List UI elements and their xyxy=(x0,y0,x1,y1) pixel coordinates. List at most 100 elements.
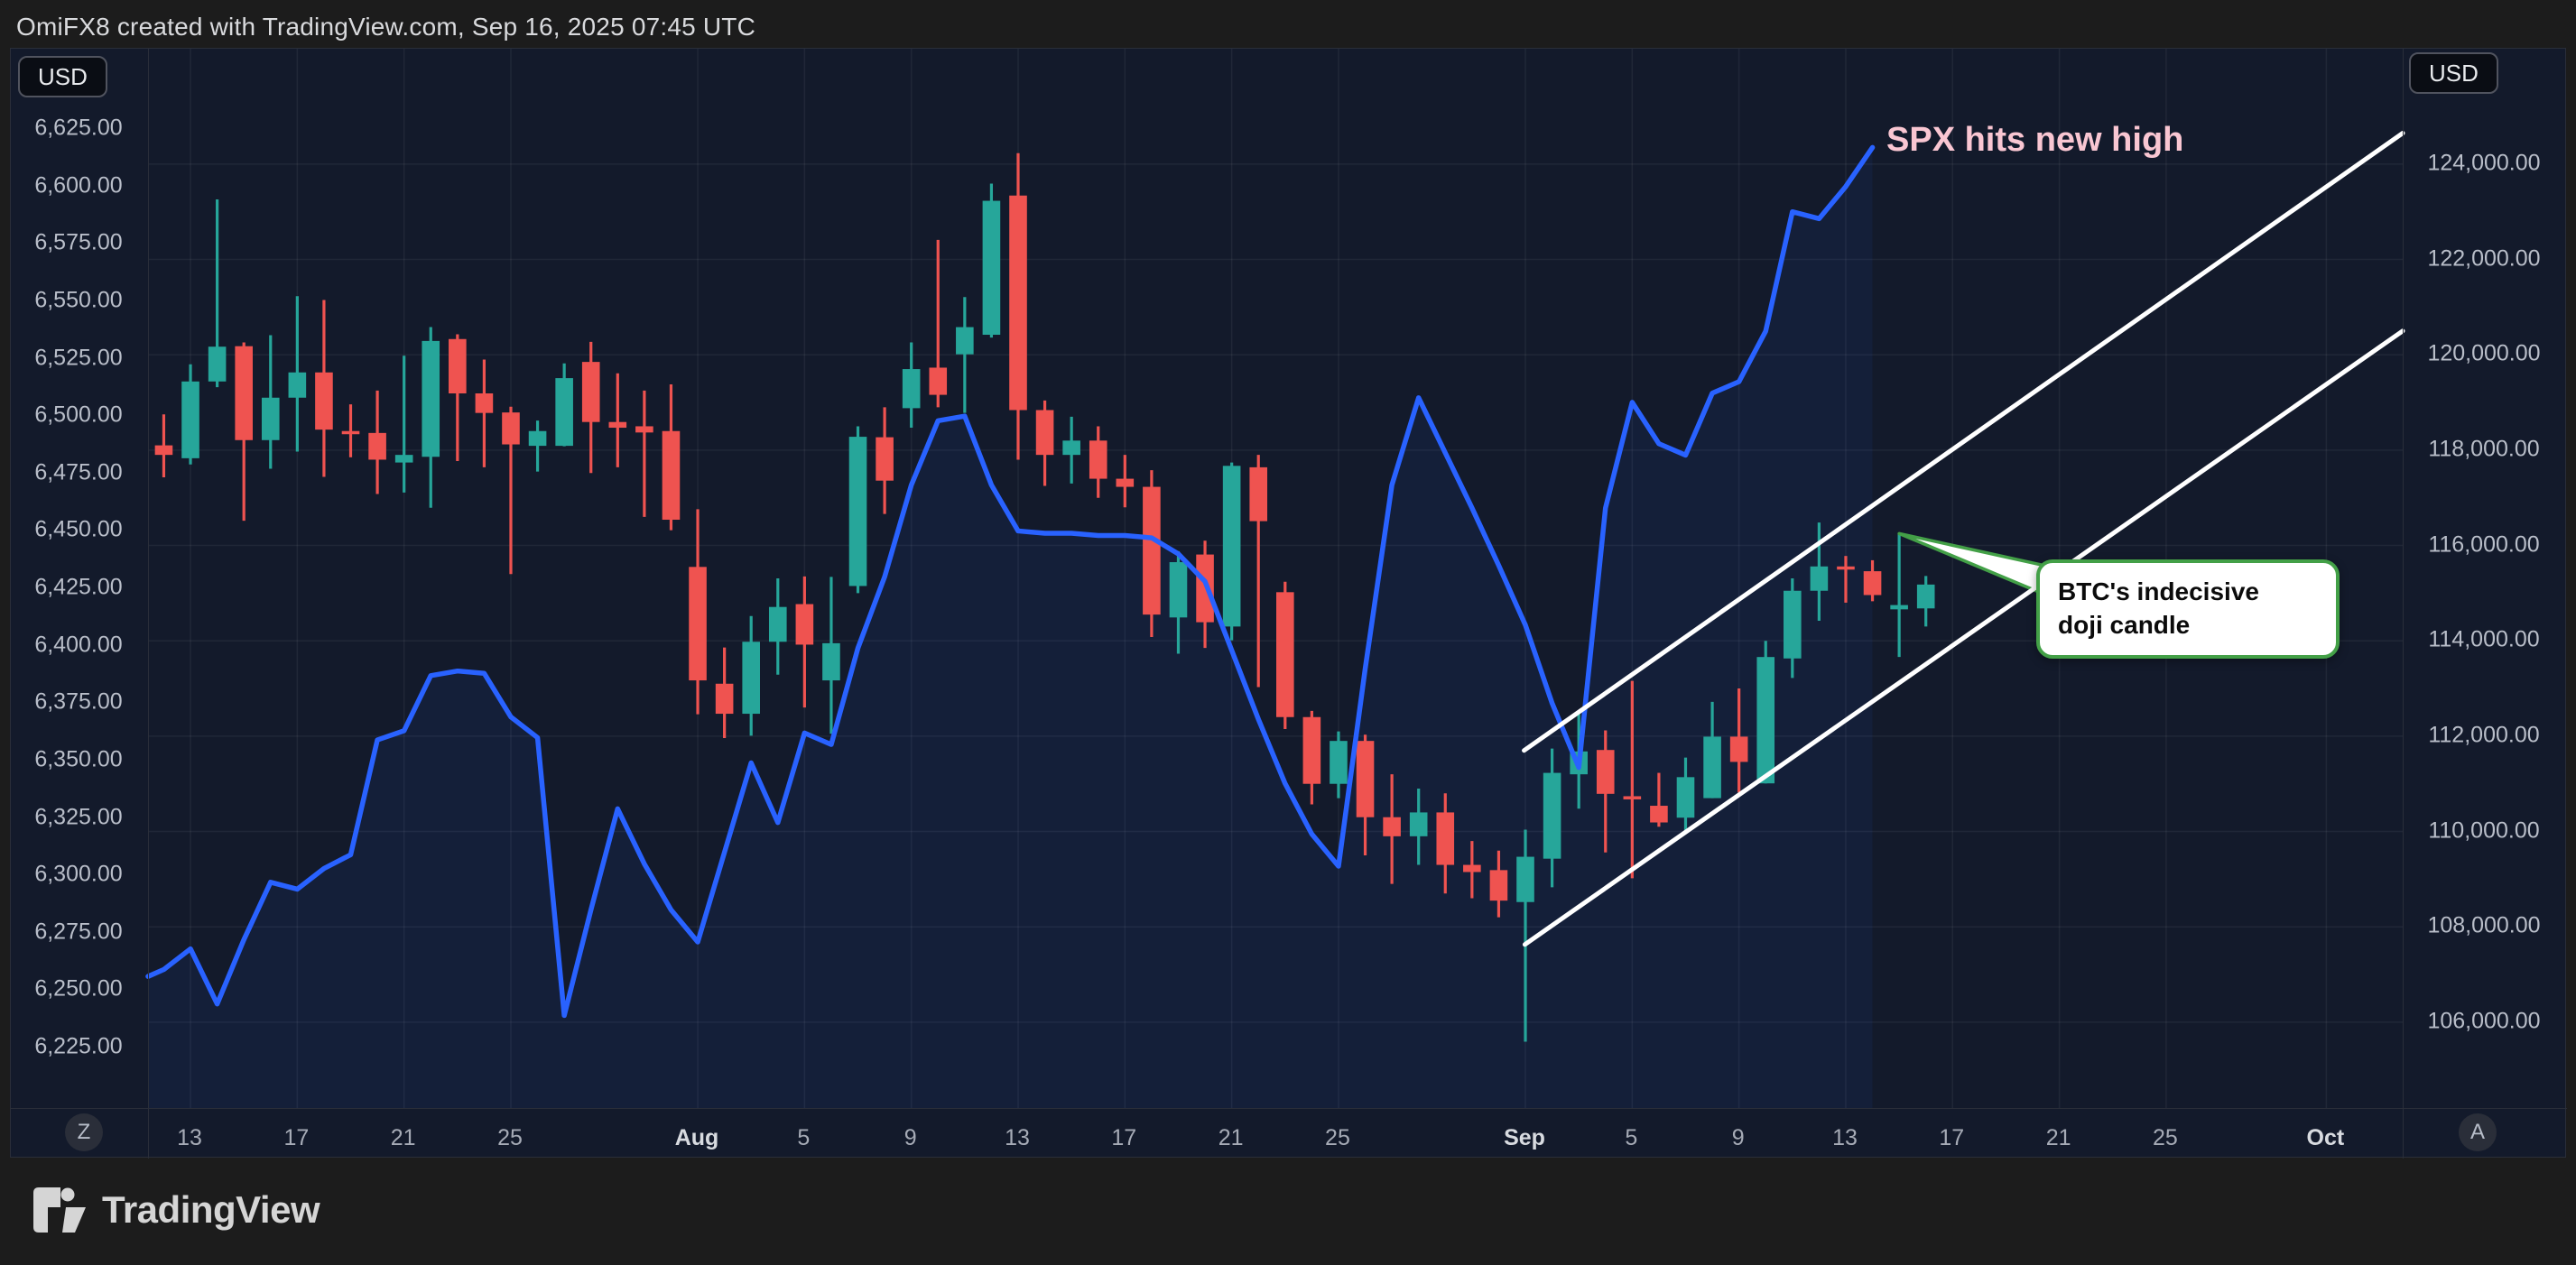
candle-body xyxy=(1436,812,1455,865)
candle-body xyxy=(208,346,227,382)
channel-line-upper[interactable] xyxy=(1522,131,2405,753)
time-axis-tick: Sep xyxy=(1504,1125,1545,1150)
time-axis-tick: 13 xyxy=(1832,1125,1858,1150)
timezone-button[interactable]: Z xyxy=(65,1113,103,1151)
left-axis-tick: 6,350.00 xyxy=(34,746,123,772)
time-axis-tick: Oct xyxy=(2306,1125,2345,1150)
candle-body xyxy=(1196,554,1214,623)
candle-body xyxy=(715,683,734,715)
candle-body xyxy=(315,372,333,430)
time-axis-tick: 25 xyxy=(2153,1125,2178,1150)
time-axis-tick: 9 xyxy=(903,1125,917,1150)
channel-line-lower[interactable] xyxy=(1522,328,2405,947)
time-axis-tick: Aug xyxy=(674,1125,719,1150)
left-axis-currency-button[interactable]: USD xyxy=(18,56,107,97)
time-axis-tick: 17 xyxy=(283,1125,310,1150)
candle-body xyxy=(1676,777,1695,818)
candle-body xyxy=(1623,796,1642,799)
tradingview-logo[interactable]: TradingView xyxy=(32,1186,320,1234)
candle-body xyxy=(261,397,280,440)
doji-callout-line1: BTC's indecisive xyxy=(2058,577,2259,605)
candle-body xyxy=(555,378,573,447)
time-axis-tick: 13 xyxy=(1005,1125,1030,1150)
left-axis-tick: 6,525.00 xyxy=(34,345,123,371)
time-axis-tick: 9 xyxy=(1731,1125,1745,1150)
doji-callout[interactable]: BTC's indecisive doji candle xyxy=(2036,559,2340,659)
candle-body xyxy=(1383,817,1401,836)
candle-body xyxy=(982,200,1001,336)
candle-body xyxy=(1489,870,1508,901)
candle-body xyxy=(876,437,894,481)
time-axis-tick: 5 xyxy=(1625,1125,1638,1150)
candle-body xyxy=(181,381,199,458)
time-axis-tick: 21 xyxy=(2045,1125,2071,1150)
right-axis-tick: 106,000.00 xyxy=(2427,1008,2541,1034)
candle-body xyxy=(368,432,386,460)
candle-body xyxy=(1729,736,1748,762)
left-axis-tick: 6,425.00 xyxy=(34,574,123,600)
left-axis-tick: 6,300.00 xyxy=(34,861,123,887)
left-axis-tick: 6,600.00 xyxy=(34,172,123,199)
left-axis-tick: 6,250.00 xyxy=(34,975,123,1002)
spx-line[interactable] xyxy=(145,144,1876,1019)
doji-callout-line2: doji candle xyxy=(2058,610,2191,639)
candle-body xyxy=(1302,716,1321,784)
candle-body xyxy=(1863,571,1882,596)
right-axis-tick: 122,000.00 xyxy=(2427,245,2541,272)
candle-body xyxy=(1756,657,1775,784)
time-axis-separator xyxy=(11,1108,2567,1109)
candle-body xyxy=(902,369,921,409)
time-axis-tick: 5 xyxy=(797,1125,811,1150)
right-axis-separator xyxy=(2403,49,2404,1159)
auto-scale-button[interactable]: A xyxy=(2459,1113,2497,1151)
candle-body xyxy=(1516,856,1534,902)
chart-title: OmiFX8 created with TradingView.com, Sep… xyxy=(16,13,756,41)
candle-body xyxy=(1222,466,1241,627)
candle-body xyxy=(1837,566,1855,570)
candle-body xyxy=(422,340,440,457)
price-chart-plot[interactable] xyxy=(11,49,2567,1159)
candle-body xyxy=(1275,592,1294,717)
right-axis-currency-button[interactable]: USD xyxy=(2409,52,2498,94)
candle-body xyxy=(822,642,840,681)
left-axis-tick: 6,400.00 xyxy=(34,632,123,658)
time-axis-tick: 21 xyxy=(1218,1125,1244,1150)
right-axis-tick: 116,000.00 xyxy=(2428,531,2540,558)
time-axis-tick: 17 xyxy=(1111,1125,1137,1150)
candle-body xyxy=(929,367,948,395)
time-axis-tick: 25 xyxy=(497,1125,523,1150)
right-axis-tick: 118,000.00 xyxy=(2428,436,2540,462)
left-axis-tick: 6,500.00 xyxy=(34,402,123,428)
tradingview-logo-text: TradingView xyxy=(102,1188,320,1231)
candle-body xyxy=(956,327,974,355)
candle-body xyxy=(1089,440,1107,479)
candle-body xyxy=(1703,736,1721,799)
left-axis-tick: 6,575.00 xyxy=(34,229,123,255)
candle-body xyxy=(1143,486,1161,615)
candle-body xyxy=(1116,478,1135,487)
spx-area-fill xyxy=(148,147,1873,1108)
left-axis-tick: 6,225.00 xyxy=(34,1033,123,1059)
candle-body xyxy=(1890,605,1908,610)
candle-body xyxy=(689,567,707,681)
candle-body xyxy=(235,346,253,440)
left-axis-tick: 6,450.00 xyxy=(34,516,123,542)
candle-body xyxy=(288,372,307,398)
left-axis-tick: 6,475.00 xyxy=(34,459,123,485)
candle-body xyxy=(848,437,867,586)
left-axis-tick: 6,550.00 xyxy=(34,287,123,313)
candle-body xyxy=(608,421,627,429)
candle-body xyxy=(1810,566,1829,591)
time-axis-tick: 21 xyxy=(390,1125,416,1150)
left-axis-tick: 6,325.00 xyxy=(34,804,123,830)
right-axis-tick: 110,000.00 xyxy=(2428,817,2540,844)
candle-body xyxy=(742,642,761,715)
candle-body xyxy=(1062,440,1080,456)
candle-body xyxy=(1650,806,1668,823)
candle-body xyxy=(154,445,173,456)
candle-body xyxy=(341,430,360,435)
candle-body xyxy=(635,426,653,433)
spx-new-high-annotation[interactable]: SPX hits new high xyxy=(1886,121,2184,159)
candle-body xyxy=(1169,562,1188,618)
